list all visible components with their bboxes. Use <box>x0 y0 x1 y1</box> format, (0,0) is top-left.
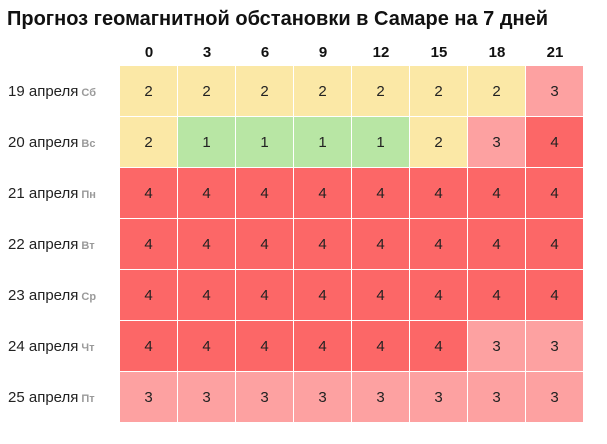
kp-index-cell: 1 <box>352 117 410 168</box>
row-date-label: 20 апреля Вс <box>0 117 120 168</box>
kp-index-cell: 2 <box>236 66 294 117</box>
kp-index-cell: 4 <box>178 270 236 321</box>
kp-index-cell: 4 <box>410 168 468 219</box>
kp-index-cell: 3 <box>526 66 584 117</box>
kp-index-cell: 4 <box>526 270 584 321</box>
hour-header: 15 <box>430 43 448 61</box>
weekday-badge: Ср <box>81 290 97 303</box>
row-date-label: 21 апреля Пн <box>0 168 120 219</box>
kp-index-cell: 4 <box>410 270 468 321</box>
kp-index-cell: 2 <box>468 66 526 117</box>
kp-index-cell: 3 <box>410 372 468 423</box>
kp-index-cell: 3 <box>468 372 526 423</box>
hour-header: 12 <box>372 43 390 61</box>
kp-index-cell: 1 <box>236 117 294 168</box>
kp-index-cell: 4 <box>120 168 178 219</box>
kp-index-cell: 4 <box>410 219 468 270</box>
kp-index-cell: 4 <box>352 219 410 270</box>
kp-index-cell: 1 <box>178 117 236 168</box>
kp-index-cell: 4 <box>120 219 178 270</box>
kp-index-cell: 2 <box>410 66 468 117</box>
weekday-badge: Вс <box>81 137 96 150</box>
row-date-label: 23 апреля Ср <box>0 270 120 321</box>
kp-index-cell: 4 <box>120 321 178 372</box>
forecast-table: 0 3 6 9 12 15 18 21 19 апреля Сб 2 2 2 2 2 2 2 3 20 апреля… <box>0 38 584 423</box>
kp-index-cell: 3 <box>236 372 294 423</box>
date-text: 19 апреля <box>8 83 79 100</box>
kp-index-cell: 3 <box>352 372 410 423</box>
kp-index-cell: 2 <box>294 66 352 117</box>
kp-index-cell: 4 <box>410 321 468 372</box>
kp-index-cell: 4 <box>294 219 352 270</box>
date-text: 24 апреля <box>8 338 79 355</box>
kp-index-cell: 1 <box>294 117 352 168</box>
kp-index-cell: 4 <box>294 270 352 321</box>
kp-index-cell: 4 <box>468 219 526 270</box>
kp-index-cell: 4 <box>468 270 526 321</box>
kp-index-cell: 4 <box>352 321 410 372</box>
row-date-label: 22 апреля Вт <box>0 219 120 270</box>
kp-index-cell: 2 <box>178 66 236 117</box>
hour-header: 9 <box>318 43 328 61</box>
weekday-badge: Пн <box>81 188 96 201</box>
kp-index-cell: 2 <box>120 66 178 117</box>
row-date-label: 19 апреля Сб <box>0 66 120 117</box>
hour-header: 18 <box>488 43 506 61</box>
kp-index-cell: 2 <box>120 117 178 168</box>
weekday-badge: Пт <box>81 392 95 405</box>
kp-index-cell: 4 <box>236 270 294 321</box>
kp-index-cell: 3 <box>468 117 526 168</box>
kp-index-cell: 3 <box>294 372 352 423</box>
kp-index-cell: 4 <box>526 168 584 219</box>
kp-index-cell: 3 <box>526 372 584 423</box>
kp-index-cell: 2 <box>352 66 410 117</box>
kp-index-cell: 4 <box>178 168 236 219</box>
hour-header: 3 <box>202 43 212 61</box>
kp-index-cell: 3 <box>468 321 526 372</box>
kp-index-cell: 3 <box>526 321 584 372</box>
date-text: 22 апреля <box>8 236 79 253</box>
kp-index-cell: 4 <box>236 168 294 219</box>
kp-index-cell: 4 <box>236 321 294 372</box>
hour-header: 6 <box>260 43 270 61</box>
kp-index-cell: 4 <box>236 219 294 270</box>
kp-index-cell: 4 <box>294 321 352 372</box>
weekday-badge: Чт <box>81 341 95 354</box>
kp-index-cell: 4 <box>178 321 236 372</box>
kp-index-cell: 4 <box>120 270 178 321</box>
kp-index-cell: 3 <box>178 372 236 423</box>
hour-header: 0 <box>144 43 154 61</box>
kp-index-cell: 4 <box>352 270 410 321</box>
row-date-label: 24 апреля Чт <box>0 321 120 372</box>
weekday-badge: Сб <box>81 86 96 99</box>
hour-header: 21 <box>546 43 564 61</box>
weekday-badge: Вт <box>81 239 95 252</box>
row-date-label: 25 апреля Пт <box>0 372 120 423</box>
table-corner <box>0 38 120 66</box>
kp-index-cell: 3 <box>120 372 178 423</box>
kp-index-cell: 4 <box>294 168 352 219</box>
kp-index-cell: 2 <box>410 117 468 168</box>
kp-index-cell: 4 <box>178 219 236 270</box>
date-text: 25 апреля <box>8 389 79 406</box>
kp-index-cell: 4 <box>526 219 584 270</box>
kp-index-cell: 4 <box>526 117 584 168</box>
kp-index-cell: 4 <box>468 168 526 219</box>
page-title: Прогноз геомагнитной обстановки в Самаре… <box>7 8 549 30</box>
date-text: 21 апреля <box>8 185 79 202</box>
date-text: 20 апреля <box>8 134 79 151</box>
kp-index-cell: 4 <box>352 168 410 219</box>
date-text: 23 апреля <box>8 287 79 304</box>
